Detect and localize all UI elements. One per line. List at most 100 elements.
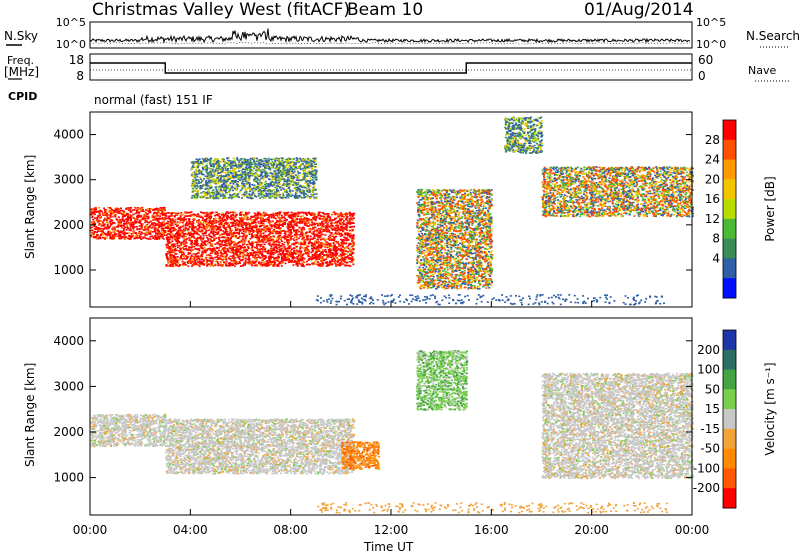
power-echo-cell <box>217 215 219 217</box>
power-echo-cell <box>217 226 219 228</box>
power-echo-cell <box>332 226 334 228</box>
nave-tick-bottom: 0 <box>698 69 706 83</box>
power-echo-cell <box>123 235 125 237</box>
power-echo-cell <box>126 232 128 234</box>
power-echo-cell <box>167 221 169 223</box>
power-echo-cell <box>226 245 228 247</box>
power-echo-cell <box>125 223 127 225</box>
power-echo-cell <box>284 242 286 244</box>
power-echo-cell <box>201 212 203 214</box>
power-echo-cell <box>136 226 138 228</box>
power-echo-cell <box>183 255 185 257</box>
power-echo-cell <box>102 230 104 232</box>
power-echo-cell <box>149 238 151 240</box>
power-echo-cell <box>270 254 272 256</box>
power-echo-cell <box>351 241 353 243</box>
power-echo-cell <box>303 218 305 220</box>
power-echo-cell <box>181 214 183 216</box>
power-echo-cell <box>260 233 262 235</box>
power-echo-cell <box>264 244 266 246</box>
power-echo-cell <box>298 213 300 215</box>
power-echo-cell <box>110 211 112 213</box>
power-echo-cell <box>193 237 195 239</box>
power-echo-cell <box>155 208 157 210</box>
power-echo-cell <box>272 261 274 263</box>
power-echo-cell <box>320 236 322 238</box>
power-echo-cell <box>339 221 341 223</box>
power-echo-cell <box>314 238 316 240</box>
power-echo-cell <box>277 258 279 260</box>
power-echo-cell <box>203 246 205 248</box>
power-echo-cell <box>90 227 92 229</box>
power-echo-cell <box>294 260 296 262</box>
power-echo-cell <box>302 238 304 240</box>
power-echo-cell <box>302 244 304 246</box>
power-echo-cell <box>261 228 263 230</box>
power-echo-cell <box>232 214 234 216</box>
power-echo-cell <box>110 233 112 235</box>
power-echo-cell <box>206 235 208 237</box>
power-echo-cell <box>98 228 100 230</box>
power-echo-cell <box>225 238 227 240</box>
power-echo-cell <box>288 246 290 248</box>
power-echo-cell <box>341 261 343 263</box>
power-echo-cell <box>158 212 160 214</box>
power-echo-cell <box>120 210 122 212</box>
power-echo-cell <box>318 228 320 230</box>
power-echo-cell <box>302 227 304 229</box>
power-echo-cell <box>225 263 227 265</box>
power-echo-cell <box>287 237 289 239</box>
power-echo-cell <box>125 237 127 239</box>
power-echo-cell <box>136 235 138 237</box>
power-echo-cell <box>244 258 246 260</box>
power-echo-cell <box>276 265 278 267</box>
power-echo-cell <box>172 222 174 224</box>
power-echo-cell <box>253 225 255 227</box>
power-echo-cell <box>130 230 132 232</box>
power-echo-cell <box>222 219 224 221</box>
power-echo-cell <box>234 160 236 162</box>
power-echo-cell <box>300 212 302 214</box>
power-echo-cell <box>209 242 211 244</box>
power-echo-cell <box>149 226 151 228</box>
power-echo-cell <box>318 258 320 260</box>
power-echo-cell <box>135 232 137 234</box>
power-echo-cell <box>332 219 334 221</box>
power-echo-cell <box>293 250 295 252</box>
power-echo-cell <box>345 213 347 215</box>
power-echo-cell <box>202 220 204 222</box>
nsky-trace <box>90 29 690 42</box>
power-echo-cell <box>96 218 98 220</box>
power-echo-cell <box>276 239 278 241</box>
power-echo-cell <box>333 245 335 247</box>
power-echo-cell <box>331 264 333 266</box>
power-echo-cell <box>174 236 176 238</box>
power-echo-cell <box>275 244 277 246</box>
power-echo-cell <box>166 215 168 217</box>
power-echo-cell <box>186 215 188 217</box>
power-echo-cell <box>231 219 233 221</box>
power-echo-cell <box>304 219 306 221</box>
power-echo-cell <box>195 253 197 255</box>
power-echo-cell <box>256 259 258 261</box>
power-echo-cell <box>113 236 115 238</box>
power-echo-cell <box>260 265 262 267</box>
power-echo-cell <box>109 226 111 228</box>
power-echo-cell <box>186 238 188 240</box>
power-echo-cell <box>219 220 221 222</box>
power-echo-cell <box>349 249 351 251</box>
power-echo-cell <box>127 213 129 215</box>
power-echo-cell <box>327 216 329 218</box>
power-echo-cell <box>269 233 271 235</box>
power-echo-cell <box>279 242 281 244</box>
power-echo-cell <box>328 236 330 238</box>
power-echo-cell <box>188 228 190 230</box>
power-echo-cell <box>172 261 174 263</box>
power-echo-cell <box>347 265 349 267</box>
power-echo-cell <box>338 232 340 234</box>
power-echo-cell <box>304 223 306 225</box>
power-echo-cell <box>296 219 298 221</box>
power-echo-cell <box>316 231 318 233</box>
power-echo-cell <box>194 260 196 262</box>
power-echo-cell <box>188 218 190 220</box>
